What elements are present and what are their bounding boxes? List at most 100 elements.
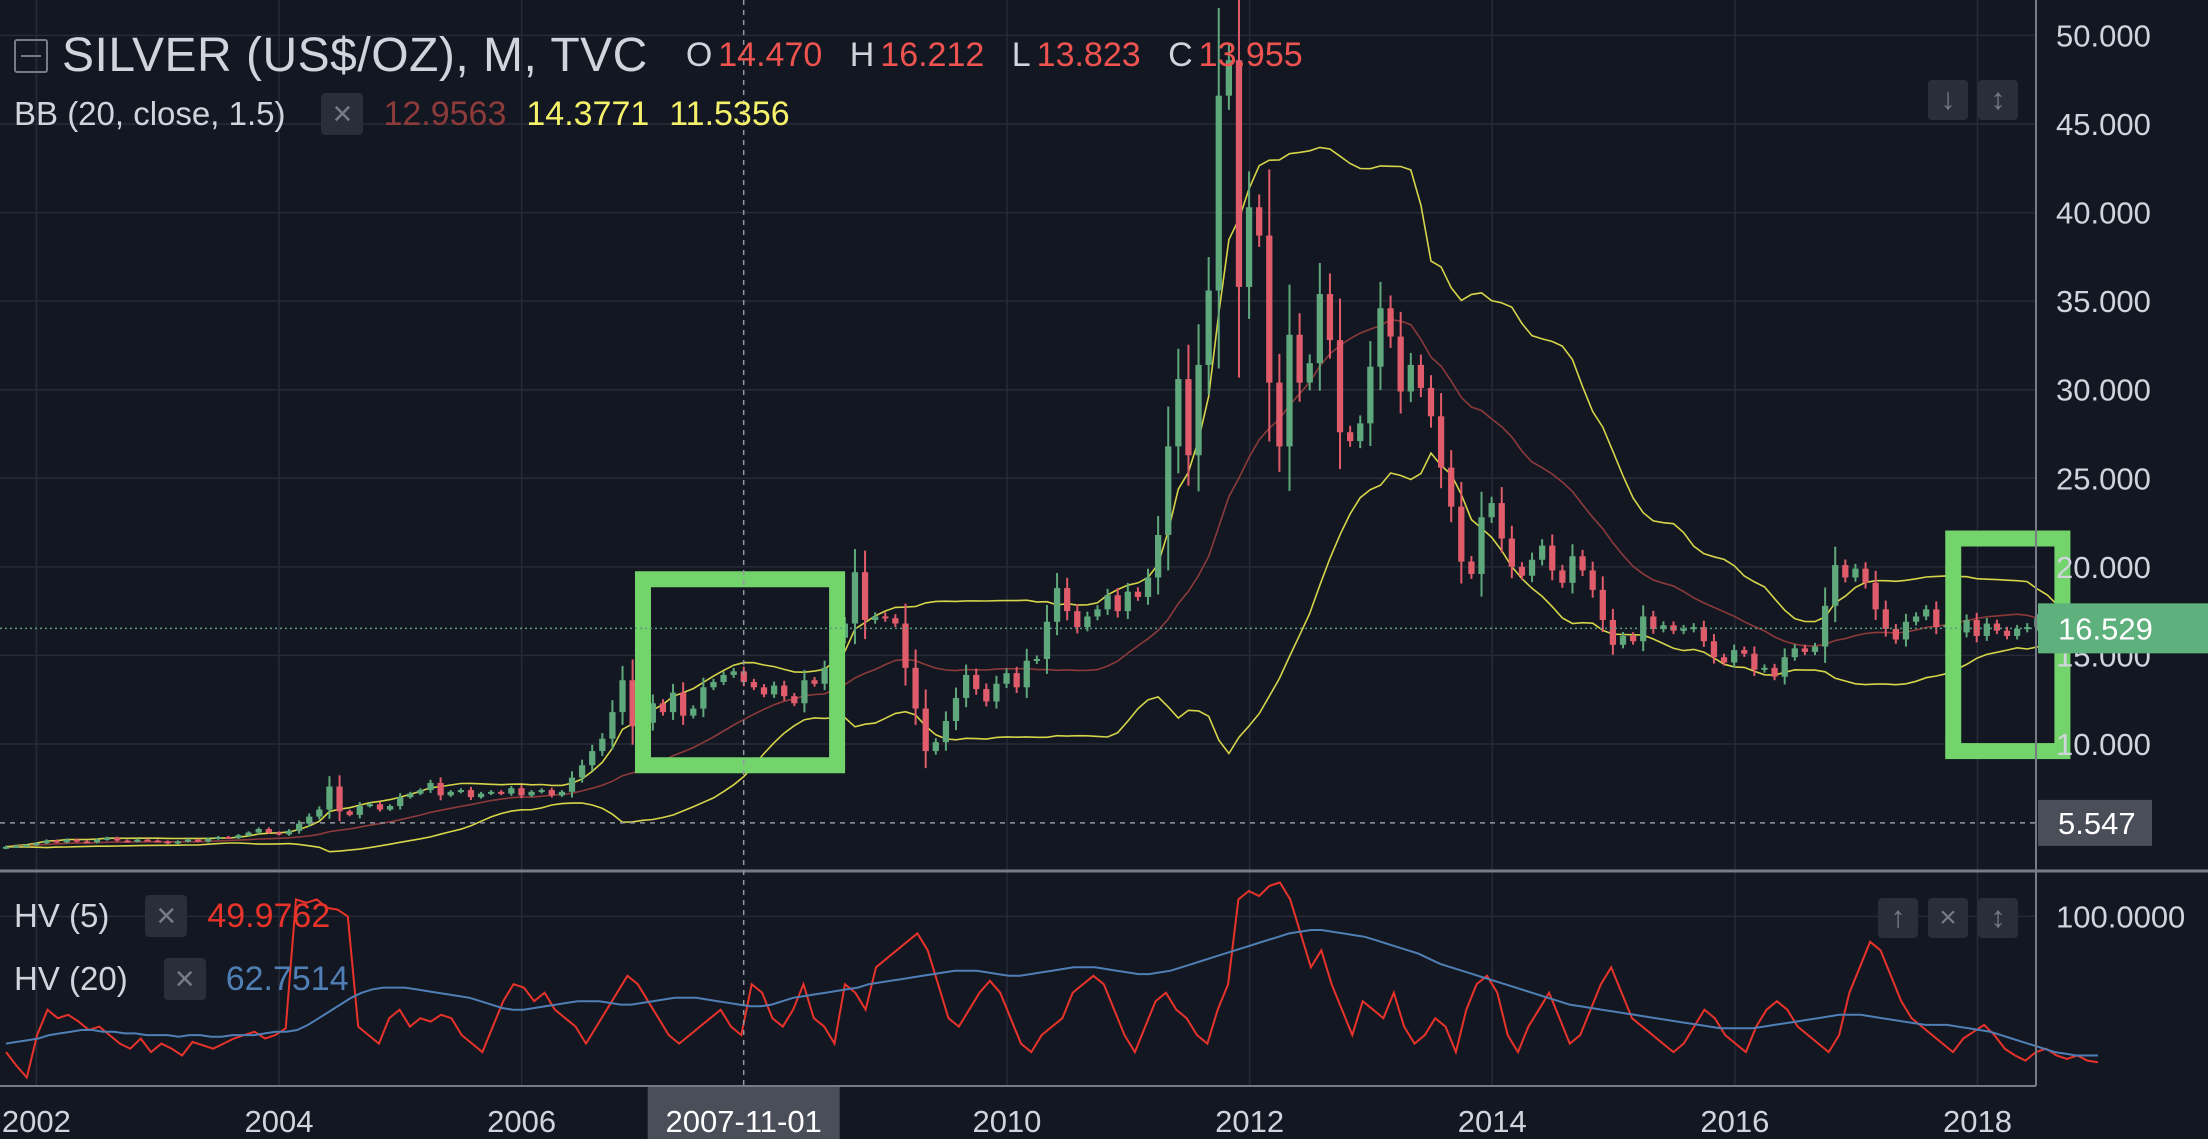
candle bbox=[1741, 646, 1748, 657]
ohlc-values: O 14.470 H 16.212 L 13.823 C 13.955 bbox=[668, 36, 1303, 75]
candle bbox=[1589, 561, 1596, 598]
candle bbox=[1296, 313, 1303, 402]
candle-body bbox=[43, 840, 50, 844]
candle bbox=[619, 665, 626, 725]
candle bbox=[407, 791, 414, 799]
candle-body bbox=[599, 738, 606, 752]
candle bbox=[690, 705, 697, 719]
candle bbox=[306, 813, 313, 827]
candle-body bbox=[235, 835, 242, 838]
candle bbox=[1245, 171, 1253, 319]
open-key: O bbox=[685, 36, 713, 74]
candle bbox=[750, 678, 758, 691]
candle bbox=[720, 671, 727, 685]
candle-body bbox=[680, 692, 687, 716]
candle bbox=[114, 836, 121, 842]
candle-body bbox=[801, 680, 808, 704]
maximize-pane-icon[interactable]: ↕ bbox=[1978, 80, 2018, 120]
candle-body bbox=[467, 790, 475, 798]
bb-basis-line bbox=[6, 318, 2099, 848]
candle-body bbox=[781, 685, 788, 697]
candle bbox=[1569, 544, 1576, 594]
price-tick-label-1: 45.000 bbox=[2056, 107, 2151, 142]
candle bbox=[1357, 415, 1364, 449]
candle bbox=[1084, 611, 1091, 632]
hv5-remove-icon[interactable]: × bbox=[145, 895, 188, 937]
bb-upper-line bbox=[6, 146, 2099, 848]
candle-body bbox=[184, 839, 192, 842]
candle-body bbox=[1165, 446, 1172, 535]
symbol-legend: SILVER (US$/OZ), M, TVC O 14.470 H 16.212 … bbox=[14, 28, 1303, 83]
candle-body bbox=[1912, 616, 1920, 622]
candle bbox=[2034, 614, 2041, 631]
candle-body bbox=[548, 790, 555, 796]
candle bbox=[184, 838, 192, 843]
candle-body bbox=[1993, 623, 2001, 631]
candle bbox=[962, 664, 970, 708]
candle bbox=[1205, 257, 1212, 395]
candle bbox=[902, 603, 909, 686]
candle-body bbox=[1296, 334, 1303, 383]
candle-body bbox=[1892, 628, 1899, 640]
high-key: H bbox=[849, 36, 875, 74]
price-tick-label-2: 40.000 bbox=[2056, 196, 2151, 231]
candle bbox=[336, 775, 343, 822]
current-price-label: 16.529 bbox=[2058, 611, 2153, 646]
bb-remove-icon[interactable]: × bbox=[321, 93, 364, 135]
candle bbox=[659, 699, 667, 716]
candle-body bbox=[508, 788, 515, 794]
candle-body bbox=[851, 572, 859, 624]
candle-body bbox=[1144, 577, 1152, 597]
candle bbox=[1407, 352, 1414, 403]
maximize-hv-pane-icon[interactable]: ↕ bbox=[1978, 898, 2018, 938]
candle bbox=[568, 771, 576, 798]
hv-tick-label: 100.0000 bbox=[2056, 899, 2185, 934]
candle bbox=[1852, 563, 1859, 582]
candle-body bbox=[740, 671, 747, 682]
candle-body bbox=[265, 829, 272, 833]
symbol-title: SILVER (US$/OZ), M, TVC bbox=[62, 29, 648, 82]
candle bbox=[1872, 570, 1879, 620]
candle bbox=[83, 840, 91, 844]
candle bbox=[1458, 481, 1465, 584]
candle bbox=[316, 806, 323, 820]
candle-body bbox=[356, 806, 363, 815]
candle-body bbox=[669, 692, 677, 713]
candle-body bbox=[1599, 589, 1606, 620]
candle-body bbox=[1629, 635, 1637, 642]
hv20-remove-icon[interactable]: × bbox=[163, 958, 206, 1000]
candle bbox=[710, 678, 717, 691]
low-value: 13.823 bbox=[1036, 36, 1141, 74]
candle-body bbox=[1983, 623, 1990, 636]
move-pane-up-icon[interactable]: ↑ bbox=[1878, 898, 1918, 938]
candle-body bbox=[791, 696, 798, 704]
candle-body bbox=[2013, 628, 2021, 636]
candle-body bbox=[619, 680, 626, 713]
candle bbox=[1892, 624, 1899, 644]
candle-body bbox=[942, 720, 950, 743]
candle bbox=[1144, 568, 1152, 605]
candle-body bbox=[296, 823, 303, 831]
hv5-label: HV (5) bbox=[14, 897, 110, 934]
candle-body bbox=[609, 712, 616, 739]
candle-body bbox=[1498, 503, 1505, 539]
candle bbox=[781, 680, 788, 701]
candle-body bbox=[720, 674, 727, 682]
candle-body bbox=[346, 811, 353, 815]
candle bbox=[386, 804, 394, 811]
candle bbox=[2003, 626, 2011, 640]
candle-body bbox=[1357, 423, 1364, 442]
candle bbox=[770, 681, 778, 698]
candle-body bbox=[2, 846, 10, 849]
close-pane-icon[interactable]: × bbox=[1928, 898, 1968, 938]
candle bbox=[1154, 515, 1162, 595]
candle-body bbox=[1619, 635, 1627, 645]
candle-body bbox=[993, 683, 1000, 702]
candle-body bbox=[397, 797, 404, 806]
move-pane-down-icon[interactable]: ↓ bbox=[1928, 80, 1968, 120]
candle bbox=[861, 550, 869, 640]
open-value: 14.470 bbox=[718, 36, 823, 74]
collapse-icon[interactable] bbox=[14, 38, 48, 73]
